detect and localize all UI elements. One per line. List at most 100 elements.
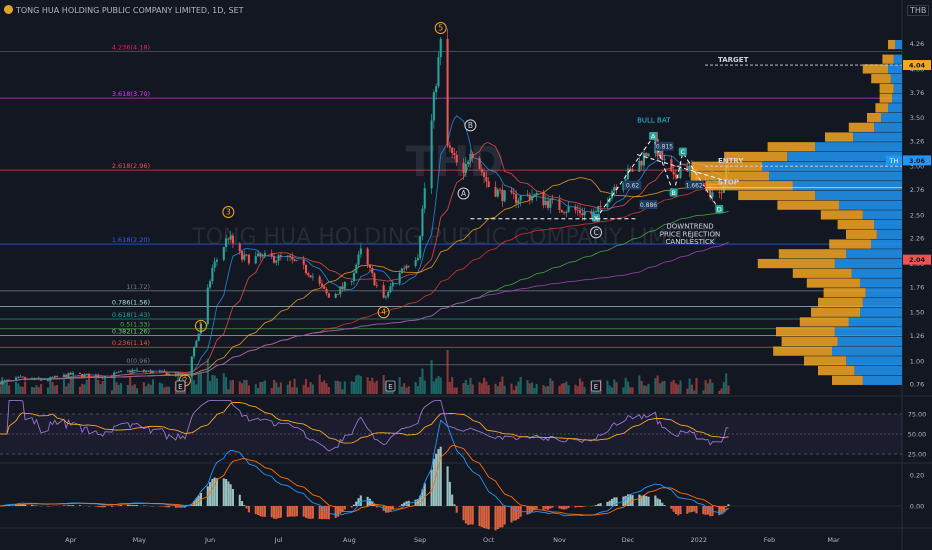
- macd-histogram-bar: [307, 506, 310, 519]
- volume-bar: [439, 377, 442, 394]
- volume-bar: [14, 381, 18, 394]
- candle-body: [560, 209, 563, 213]
- candle-body: [215, 259, 218, 262]
- macd-histogram-bar: [533, 506, 536, 511]
- macd-histogram-bar: [254, 506, 257, 515]
- volume-profile-bar: [690, 171, 769, 181]
- candle-body: [702, 182, 705, 184]
- time-tick-label: Oct: [483, 536, 495, 544]
- volume-profile-bar: [860, 307, 902, 317]
- volume-bar: [626, 381, 630, 394]
- volume-profile-bar: [773, 346, 832, 356]
- candle-body: [359, 248, 362, 255]
- pattern-point-label: C: [681, 148, 686, 156]
- volume-profile-bar: [781, 336, 838, 347]
- macd-histogram-bar: [487, 506, 490, 530]
- volume-bar: [83, 384, 86, 394]
- volume-profile-bar: [778, 249, 846, 259]
- pattern-ratio-box: [623, 180, 642, 190]
- pattern-ratio-label: 1.662: [686, 183, 703, 190]
- volume-profile-bar: [818, 365, 855, 376]
- macd-histogram-bar: [165, 506, 168, 508]
- macd-histogram-bar: [455, 506, 458, 513]
- macd-histogram-bar: [126, 504, 129, 506]
- macd-histogram-bar: [677, 506, 680, 516]
- candle-body: [1, 380, 4, 385]
- macd-histogram-bar: [21, 504, 24, 506]
- macd-histogram-bar: [243, 505, 246, 506]
- pattern-ratio-box: [655, 141, 674, 151]
- volume-bar: [704, 380, 707, 394]
- time-tick-label: Sep: [414, 536, 426, 544]
- volume-bar: [471, 384, 474, 394]
- volume-profile-bar: [860, 278, 902, 288]
- candle-body: [549, 198, 552, 208]
- volume-profile-bar: [787, 151, 902, 162]
- macd-histogram-bar: [72, 505, 75, 506]
- downtrend-annotation: DOWNTREND: [666, 223, 713, 231]
- moving-average-line: [0, 115, 729, 385]
- candle-body: [197, 333, 200, 341]
- candle-body: [133, 370, 136, 371]
- candle-body: [704, 182, 707, 186]
- volume-bar: [245, 379, 248, 394]
- macd-histogram-bar: [181, 506, 184, 508]
- candle-body: [435, 86, 438, 93]
- candle-body: [403, 268, 406, 270]
- candle-body: [72, 373, 75, 375]
- volume-profile-bar: [874, 122, 902, 132]
- volume-profile-bar: [792, 181, 902, 191]
- macd-tick-label: 0.00: [910, 503, 924, 511]
- macd-histogram-bar: [261, 506, 264, 517]
- candle-body: [115, 372, 118, 374]
- volume-bar: [126, 385, 129, 394]
- candle-body: [547, 200, 550, 208]
- volume-profile-bar: [820, 210, 863, 220]
- candle-body: [254, 256, 257, 264]
- candle-body: [357, 254, 360, 265]
- candle-body: [416, 257, 419, 261]
- macd-histogram-bar: [615, 497, 618, 506]
- pattern-point-label: X: [594, 214, 599, 222]
- volume-bar: [658, 383, 661, 394]
- candle-body: [247, 254, 250, 264]
- candle-body: [565, 211, 568, 213]
- candle-body: [631, 169, 634, 172]
- volume-profile-bar: [851, 268, 902, 278]
- macd-histogram-bar: [213, 477, 216, 506]
- pattern-name: BULL BAT: [637, 116, 671, 124]
- macd-histogram-bar: [359, 495, 362, 506]
- earnings-marker-box: [591, 380, 601, 392]
- macd-histogram-bar: [624, 495, 627, 506]
- candle-body: [494, 186, 497, 197]
- volume-bar: [115, 382, 118, 394]
- volume-bar: [405, 387, 408, 394]
- fib-level-label: 0.236(1.14): [112, 339, 150, 347]
- macd-histogram-bar: [693, 506, 696, 512]
- macd-histogram-bar: [549, 506, 552, 509]
- macd-histogram-bar: [291, 506, 294, 517]
- candle-body: [503, 190, 506, 202]
- volume-bar: [256, 388, 260, 394]
- candle-body: [629, 168, 632, 170]
- volume-bar: [209, 380, 212, 394]
- macd-histogram-bar: [608, 500, 611, 506]
- candle-body: [574, 206, 577, 210]
- candle-body: [163, 370, 166, 373]
- volume-profile-bar: [862, 375, 902, 385]
- candle-body: [355, 264, 358, 273]
- volume-bar: [85, 379, 88, 394]
- candle-body: [387, 292, 390, 297]
- volume-bar: [576, 385, 579, 394]
- candle-body: [462, 162, 465, 173]
- wave-label: 1: [199, 321, 204, 330]
- volume-bar: [462, 383, 465, 394]
- volume-profile-bar: [848, 317, 902, 327]
- price-tag-label: 3.06: [909, 157, 926, 165]
- macd-histogram-bar: [334, 506, 337, 519]
- price-tick-label: 2.50: [910, 211, 924, 219]
- candle-body: [642, 153, 646, 166]
- price-tick-label: 3.00: [910, 163, 924, 171]
- volume-bar: [496, 386, 499, 394]
